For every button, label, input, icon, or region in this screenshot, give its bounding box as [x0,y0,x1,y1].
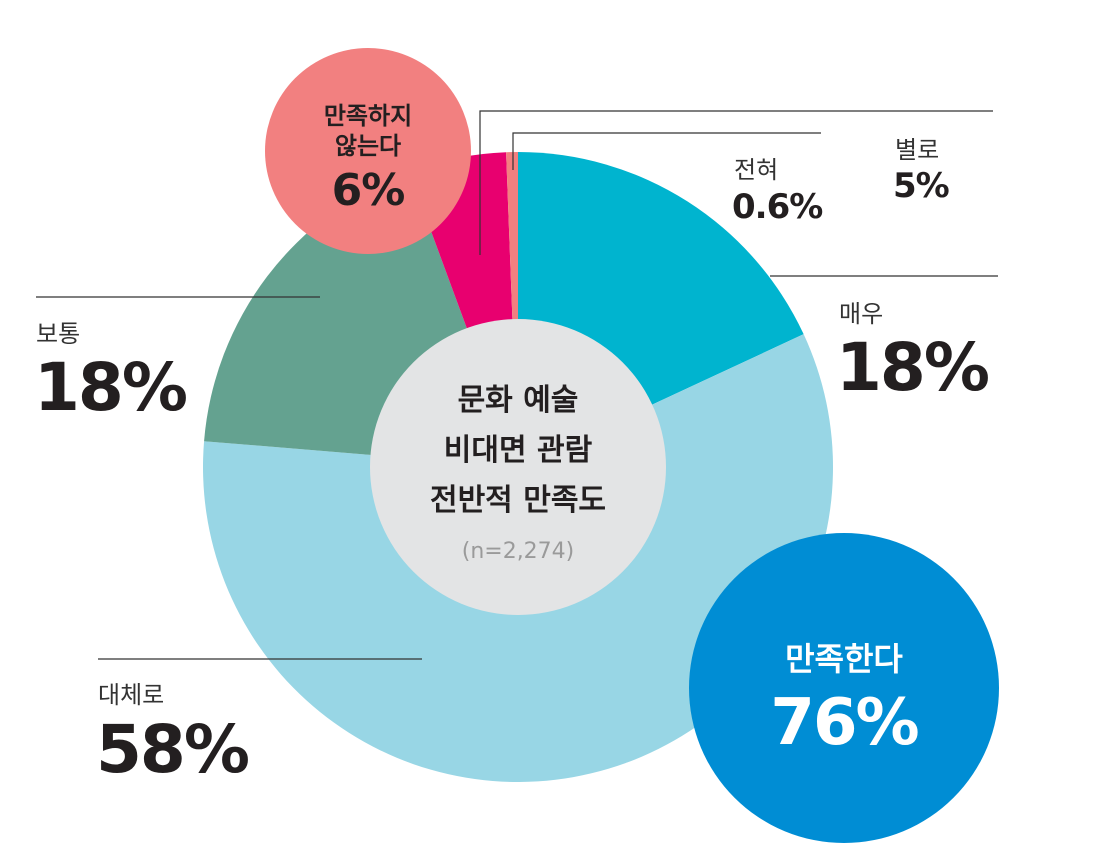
label-별로: 별로 [895,136,939,164]
label-매우: 매우 [839,300,883,328]
center-title-line-1: 문화 예술 [458,383,579,418]
dissatisfied-label-line-2: 않는다 [335,132,401,160]
group-satisfied: 만족한다 76% [689,533,999,843]
dissatisfied-label-line-1: 만족하지 [324,102,412,130]
dissatisfied-value: 6% [332,165,405,216]
leader-line-전혀 [512,132,821,170]
value-대체로: 58% [96,711,249,788]
label-대체로: 대체로 [98,681,164,709]
value-전혀: 0.6% [732,187,822,227]
value-별로: 5% [893,166,949,206]
center-title-line-3: 전반적 만족도 [430,483,606,518]
center-disc [370,319,666,615]
satisfied-bubble [689,533,999,843]
center-title-line-2: 비대면 관람 [444,433,593,468]
leader-line-별로 [479,110,993,255]
satisfied-value: 76% [770,686,918,760]
label-보통: 보통 [36,320,80,348]
value-보통: 18% [34,349,187,426]
group-dissatisfied: 만족하지 않는다 6% [265,48,471,254]
value-매우: 18% [836,329,989,406]
slice-labels: 매우 18% 대체로 58% 보통 18% 별로 5% 전혀 0.6% [34,136,991,788]
sample-size: (n=2,274) [462,539,575,564]
satisfied-label: 만족한다 [785,640,903,678]
center-label: 문화 예술 비대면 관람 전반적 만족도 (n=2,274) [430,383,606,564]
leader-lines [36,110,998,660]
dissatisfied-bubble [265,48,471,254]
label-전혀: 전혀 [734,156,778,184]
